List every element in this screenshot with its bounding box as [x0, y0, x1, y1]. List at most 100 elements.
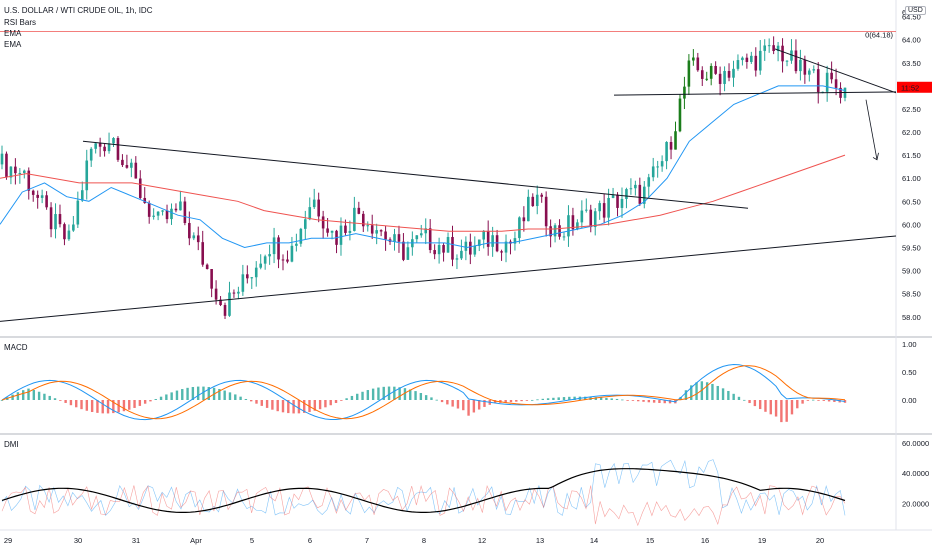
- candle-body[interactable]: [754, 55, 758, 71]
- candle-body[interactable]: [361, 213, 365, 227]
- candle-body[interactable]: [321, 216, 325, 229]
- candle-body[interactable]: [750, 55, 753, 62]
- candle-body[interactable]: [830, 72, 833, 80]
- candle-body[interactable]: [45, 195, 48, 208]
- candle-body[interactable]: [85, 160, 89, 191]
- candle-body[interactable]: [281, 259, 285, 261]
- candle-body[interactable]: [375, 230, 378, 234]
- candle-body[interactable]: [58, 214, 62, 225]
- di-plus-line[interactable]: [1, 459, 846, 516]
- candle-body[interactable]: [290, 245, 294, 262]
- candle-body[interactable]: [745, 57, 749, 62]
- candle-body[interactable]: [237, 291, 240, 294]
- candle-body[interactable]: [834, 79, 838, 88]
- dmi-panel[interactable]: [1, 459, 846, 527]
- candle-body[interactable]: [656, 166, 659, 168]
- candle-body[interactable]: [428, 228, 432, 251]
- candle-body[interactable]: [803, 59, 807, 75]
- candle-body[interactable]: [393, 234, 396, 242]
- candle-body[interactable]: [549, 226, 552, 237]
- candle-body[interactable]: [415, 235, 419, 240]
- candle-body[interactable]: [263, 256, 267, 264]
- candle-body[interactable]: [174, 208, 178, 211]
- candle-body[interactable]: [138, 178, 142, 198]
- candle-body[interactable]: [317, 199, 320, 217]
- candle-body[interactable]: [308, 207, 312, 220]
- candle-body[interactable]: [98, 143, 102, 147]
- candle-body[interactable]: [620, 198, 624, 208]
- currency-badge[interactable]: USD: [905, 6, 926, 15]
- candle-body[interactable]: [80, 190, 84, 201]
- candle-body[interactable]: [625, 189, 628, 199]
- candle-body[interactable]: [143, 197, 147, 203]
- candle-body[interactable]: [201, 242, 205, 265]
- adx-line[interactable]: [1, 468, 846, 514]
- candle-body[interactable]: [125, 165, 129, 168]
- candle-body[interactable]: [651, 166, 655, 178]
- candle-body[interactable]: [170, 208, 173, 220]
- candle-body[interactable]: [36, 194, 39, 198]
- candle-body[interactable]: [642, 186, 646, 204]
- candle-body[interactable]: [781, 45, 784, 62]
- candle-body[interactable]: [241, 274, 245, 292]
- candle-body[interactable]: [379, 230, 383, 232]
- candle-body[interactable]: [312, 199, 316, 208]
- candle-body[interactable]: [277, 237, 280, 260]
- candle-body[interactable]: [446, 236, 450, 253]
- candle-body[interactable]: [250, 277, 254, 279]
- candle-body[interactable]: [647, 177, 651, 187]
- candle-body[interactable]: [424, 228, 428, 234]
- candle-body[interactable]: [700, 70, 704, 79]
- candle-body[interactable]: [714, 65, 717, 74]
- macd-line[interactable]: [1, 363, 846, 421]
- candle-body[interactable]: [598, 203, 601, 212]
- candle-body[interactable]: [477, 239, 481, 246]
- candle-body[interactable]: [451, 236, 454, 260]
- candle-body[interactable]: [683, 86, 686, 99]
- candle-body[interactable]: [348, 230, 352, 233]
- candle-body[interactable]: [259, 263, 262, 268]
- candle-body[interactable]: [31, 190, 35, 195]
- candle-body[interactable]: [295, 243, 298, 246]
- candle-body[interactable]: [63, 224, 66, 240]
- candle-body[interactable]: [192, 235, 196, 239]
- candle-body[interactable]: [540, 194, 543, 197]
- candle-body[interactable]: [741, 57, 744, 61]
- candle-body[interactable]: [732, 68, 735, 78]
- candle-body[interactable]: [94, 143, 97, 149]
- candle-body[interactable]: [763, 45, 767, 51]
- candle-body[interactable]: [370, 225, 374, 234]
- candle-body[interactable]: [491, 235, 494, 247]
- candle-body[interactable]: [527, 196, 530, 222]
- candle-body[interactable]: [188, 222, 191, 239]
- candle-body[interactable]: [326, 228, 329, 233]
- candle-body[interactable]: [5, 153, 8, 178]
- candle-body[interactable]: [674, 131, 677, 150]
- candle-body[interactable]: [460, 250, 463, 259]
- candle-body[interactable]: [353, 207, 356, 231]
- candle-body[interactable]: [562, 236, 566, 238]
- candle-body[interactable]: [696, 57, 700, 71]
- candle-body[interactable]: [799, 59, 802, 72]
- neckline-trendline[interactable]: [613, 91, 897, 96]
- candle-body[interactable]: [482, 230, 486, 240]
- candle-body[interactable]: [567, 215, 570, 237]
- candle-body[interactable]: [518, 217, 521, 239]
- candle-body[interactable]: [433, 250, 436, 255]
- candle-body[interactable]: [116, 138, 120, 160]
- candle-body[interactable]: [692, 57, 695, 61]
- candle-body[interactable]: [576, 222, 579, 230]
- candle-body[interactable]: [179, 201, 182, 211]
- candle-body[interactable]: [330, 230, 334, 233]
- candle-body[interactable]: [107, 143, 111, 152]
- candle-body[interactable]: [500, 251, 503, 253]
- candle-body[interactable]: [161, 210, 164, 212]
- candle-body[interactable]: [678, 98, 682, 132]
- candle-body[interactable]: [718, 73, 722, 84]
- candle-body[interactable]: [709, 65, 713, 79]
- candle-body[interactable]: [758, 50, 762, 71]
- candle-body[interactable]: [571, 215, 575, 230]
- candle-body[interactable]: [812, 69, 816, 71]
- macd-panel[interactable]: [0, 363, 847, 423]
- candle-body[interactable]: [232, 292, 236, 294]
